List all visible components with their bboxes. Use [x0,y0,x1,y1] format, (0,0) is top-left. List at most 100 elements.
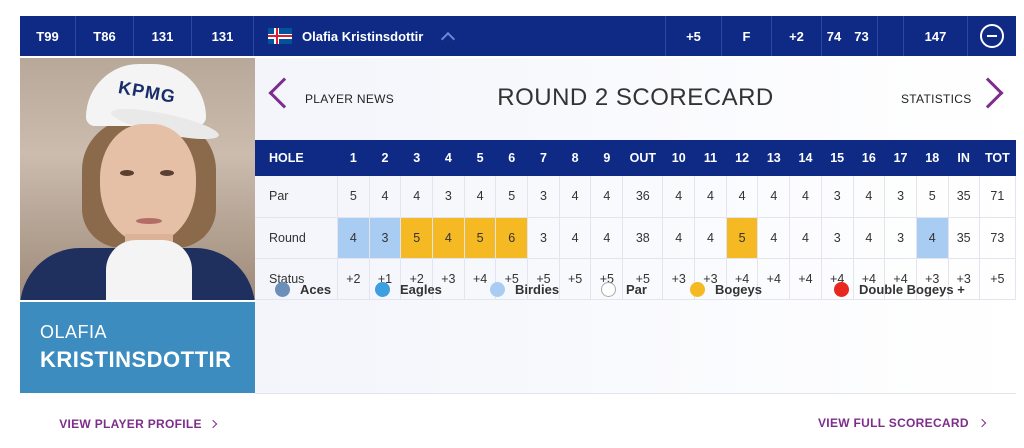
legend-double-bogeys-label: Double Bogeys + [859,282,965,297]
score-cell: 35 [948,176,980,218]
score-a-text: 131 [151,28,174,44]
position-previous: T86 [76,16,134,56]
statistics-link[interactable]: STATISTICS [901,92,972,106]
collapse-button[interactable] [968,16,1016,56]
player-name-cell[interactable]: Olafia Kristinsdottir [254,16,666,56]
score-cell: 6 [495,217,529,259]
row-label: Par [255,176,338,218]
score-cell: +4 [726,258,759,300]
aces-dot-icon [275,282,290,297]
score-a: 131 [134,16,192,56]
score-cell: 4 [853,176,886,218]
score-cell: +5 [979,258,1017,300]
today-text: +2 [789,28,804,44]
score-cell: 5 [495,176,529,218]
view-full-scorecard-link[interactable]: VIEW FULL SCORECARD [818,416,987,430]
score-cell: 4 [590,176,624,218]
score-cell: 5 [400,217,434,259]
player-summary-bar[interactable]: T99 T86 131 131 Olafia Kristinsdottir +5… [20,16,1016,56]
hole-header-cell: 13 [757,140,790,176]
hole-header-cell: 2 [369,140,401,176]
hole-header-cell: 7 [527,140,560,176]
player-name-panel: OLAFIA KRISTINSDOTTIR [20,302,255,393]
thru-text: F [742,28,751,44]
score-cell: 4 [662,176,696,218]
iceland-flag-icon [268,28,292,44]
score-cell: 3 [527,217,560,259]
score-cell: 4 [694,176,727,218]
score-cell: 5 [464,217,497,259]
chevron-up-icon[interactable] [441,31,456,47]
bogeys-dot-icon [690,282,705,297]
position-previous-text: T86 [93,28,116,44]
score-cell: +4 [853,258,886,300]
score-cell: 4 [757,217,791,259]
hole-header-cell: 1 [337,140,370,176]
player-first-name: OLAFIA [40,322,108,342]
minus-circle-icon[interactable] [980,24,1004,48]
score-cell: 71 [979,176,1017,218]
score-cell: +2 [400,258,434,300]
round-1-score: 74 [822,16,846,56]
score-cell: 4 [916,217,949,259]
score-cell: 35 [948,217,980,259]
score-cell: +2 [337,258,370,300]
view-player-profile-label: VIEW PLAYER PROFILE [59,417,202,431]
hole-header-cell: 18 [916,140,949,176]
score-cell: 3 [884,176,917,218]
score-cell: 5 [916,176,949,218]
scorecard-row-status: Status +2 +1 +2 +3 +4 +5 +5 +5 +5 +5 +3 +3 +4 +4 +4 +4 +4… [255,258,1017,300]
score-cell: +5 [527,258,560,300]
legend-birdies-label: Birdies [515,282,560,297]
legend-eagles: Eagles [375,282,442,297]
score-cell: 4 [757,176,791,218]
score-cell: 5 [337,176,370,218]
hole-header-cell: TOT [979,140,1016,176]
score-cell: 4 [464,176,497,218]
score-b: 131 [192,16,254,56]
player-news-link[interactable]: PLAYER NEWS [305,92,395,106]
score-cell: +3 [916,258,949,300]
hole-header-cell: 17 [884,140,917,176]
score-cell: 4 [432,217,465,259]
score-cell: 3 [821,217,854,259]
hole-header-cell: 15 [821,140,854,176]
score-cell: +3 [432,258,465,300]
hole-header-cell: IN [948,140,980,176]
scorecard-panel: PLAYER NEWS ROUND 2 SCORECARD STATISTICS… [255,58,1017,393]
score-cell: 4 [853,217,886,259]
total-score-text: 147 [924,28,947,44]
legend-par-label: Par [626,282,647,297]
double-bogeys-dot-icon [834,282,849,297]
hole-header-cell: 12 [726,140,758,176]
par-dot-icon [601,282,616,297]
scorecard-row-par: Par 5 4 4 3 4 5 3 4 4 36 4 4 4 4 4 3 4 3 5 35 71 [255,176,1017,218]
to-par: +5 [666,16,722,56]
score-cell: +4 [757,258,791,300]
position-current-text: T99 [36,28,59,44]
legend-bogeys-label: Bogeys [715,282,762,297]
score-cell: 4 [337,217,370,259]
score-cell: 73 [979,217,1017,259]
score-cell: +5 [622,258,664,300]
hole-header-cell: 3 [400,140,433,176]
round-1-score-text: 74 [826,28,842,44]
score-cell: 38 [622,217,664,259]
hole-header-cell: 9 [590,140,623,176]
score-cell: 4 [559,176,592,218]
hole-header-cell: 14 [789,140,822,176]
hole-header-cell: 5 [464,140,496,176]
score-cell: 4 [694,217,727,259]
score-cell: 4 [590,217,624,259]
score-b-text: 131 [211,28,234,44]
player-name: Olafia Kristinsdottir [302,28,424,44]
view-player-profile-link[interactable]: VIEW PLAYER PROFILE [20,400,255,448]
view-full-scorecard-label: VIEW FULL SCORECARD [818,416,969,430]
player-last-name: KRISTINSDOTTIR [40,347,232,372]
chevron-right-icon [977,418,987,428]
hole-header-cell: 16 [853,140,885,176]
score-cell: 4 [369,176,402,218]
legend-par: Par [601,282,647,297]
scorecard-title: ROUND 2 SCORECARD [497,84,774,111]
score-cell: 3 [821,176,854,218]
